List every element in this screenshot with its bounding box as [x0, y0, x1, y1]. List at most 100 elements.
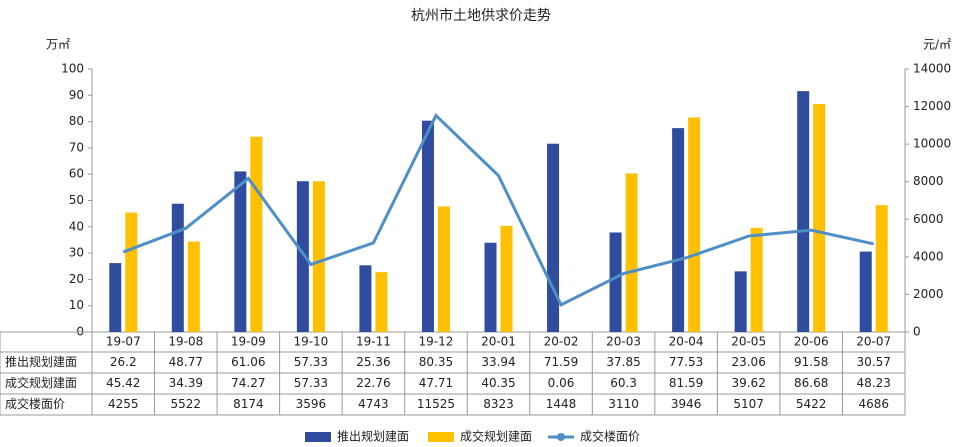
- y-tick-label: 20: [69, 272, 84, 286]
- bar: [171, 203, 184, 332]
- y2-tick-label: 12000: [913, 99, 951, 113]
- table-cell: 48.23: [857, 376, 891, 390]
- table-cell: 3596: [296, 397, 327, 411]
- bar: [688, 117, 701, 332]
- table-cell: 4743: [358, 397, 389, 411]
- row-label: 成交楼面价: [5, 396, 65, 411]
- y-tick-label: 50: [69, 193, 84, 207]
- x-tick-label: 20-01: [481, 335, 516, 349]
- y2-tick-label: 4000: [913, 249, 944, 263]
- y-tick-label: 10: [69, 298, 84, 312]
- table-cell: 81.59: [669, 376, 703, 390]
- bar: [734, 271, 747, 332]
- x-tick-label: 19-09: [231, 335, 266, 349]
- bar: [250, 136, 263, 332]
- legend-swatch: [305, 432, 331, 442]
- y2-tick-label: 2000: [913, 287, 944, 301]
- table-cell: 3110: [608, 397, 639, 411]
- bar: [672, 128, 685, 332]
- y-tick-label: 40: [69, 219, 84, 233]
- bar: [109, 263, 122, 332]
- table-cell: 74.27: [231, 376, 265, 390]
- bar: [797, 91, 810, 333]
- table-cell: 80.35: [419, 355, 453, 369]
- table-cell: 37.85: [606, 355, 640, 369]
- bar: [437, 206, 450, 332]
- table-cell: 60.3: [610, 376, 637, 390]
- x-tick-label: 20-03: [606, 335, 641, 349]
- x-tick-label: 19-11: [356, 335, 391, 349]
- x-tick-label: 19-07: [106, 335, 141, 349]
- y2-tick-label: 10000: [913, 137, 951, 151]
- row-label: 成交规划建面: [5, 375, 77, 390]
- bar: [375, 272, 388, 332]
- y2-tick-label: 8000: [913, 174, 944, 188]
- bar: [421, 120, 434, 332]
- table-cell: 30.57: [857, 355, 891, 369]
- table-cell: 34.39: [169, 376, 203, 390]
- bar: [296, 181, 309, 332]
- table-cell: 91.58: [794, 355, 828, 369]
- table-cell: 61.06: [231, 355, 265, 369]
- y-tick-label: 60: [69, 167, 84, 181]
- bar: [813, 104, 826, 332]
- table-cell: 26.2: [110, 355, 137, 369]
- table-cell: 0.06: [548, 376, 575, 390]
- y-tick-label: 90: [69, 88, 84, 102]
- table-cell: 33.94: [481, 355, 515, 369]
- x-tick-label: 19-12: [419, 335, 454, 349]
- bar: [547, 143, 560, 332]
- table-cell: 5522: [171, 397, 202, 411]
- table-cell: 5422: [796, 397, 827, 411]
- table-cell: 8323: [483, 397, 514, 411]
- y-tick-label: 70: [69, 140, 84, 154]
- legend-label: 成交规划建面: [460, 429, 532, 444]
- table-cell: 4255: [108, 397, 139, 411]
- bar: [750, 227, 763, 332]
- y-tick-label: 80: [69, 114, 84, 128]
- y-tick-label: 100: [61, 62, 84, 76]
- y-tick-label: 30: [69, 246, 84, 260]
- chart-title: 杭州市土地供求价走势: [411, 7, 551, 24]
- table-cell: 71.59: [544, 355, 578, 369]
- table-cell: 1448: [546, 397, 577, 411]
- y2-tick-label: 0: [913, 325, 921, 339]
- line: [122, 112, 875, 307]
- y-axis-title: 万㎡: [46, 38, 70, 52]
- bar: [234, 171, 247, 332]
- bar: [875, 205, 888, 332]
- x-tick-label: 19-08: [168, 335, 203, 349]
- bar: [359, 265, 372, 332]
- table-cell: 45.42: [106, 376, 140, 390]
- legend-swatch: [557, 433, 565, 441]
- table-cell: 25.36: [356, 355, 390, 369]
- bar: [312, 181, 325, 332]
- legend-label: 推出规划建面: [337, 429, 409, 444]
- y2-axis-title: 元/㎡: [923, 38, 951, 52]
- table-cell: 77.53: [669, 355, 703, 369]
- x-tick-label: 20-07: [856, 335, 891, 349]
- bar: [500, 225, 513, 332]
- table-cell: 8174: [233, 397, 264, 411]
- legend-label: 成交楼面价: [580, 429, 640, 444]
- table-cell: 40.35: [481, 376, 515, 390]
- table-cell: 48.77: [169, 355, 203, 369]
- bar: [609, 232, 622, 332]
- table-cell: 86.68: [794, 376, 828, 390]
- x-tick-label: 20-05: [731, 335, 766, 349]
- table-cell: 39.62: [731, 376, 765, 390]
- table-cell: 22.76: [356, 376, 390, 390]
- bar: [484, 242, 497, 332]
- bar: [187, 241, 200, 332]
- x-tick-label: 20-02: [544, 335, 579, 349]
- table-cell: 5107: [733, 397, 764, 411]
- bar: [125, 212, 138, 332]
- table-cell: 11525: [417, 397, 455, 411]
- table-cell: 57.33: [294, 376, 328, 390]
- bar: [859, 251, 872, 332]
- table-cell: 3946: [671, 397, 702, 411]
- legend-swatch: [428, 432, 454, 442]
- x-tick-label: 20-06: [794, 335, 829, 349]
- x-tick-label: 19-10: [293, 335, 328, 349]
